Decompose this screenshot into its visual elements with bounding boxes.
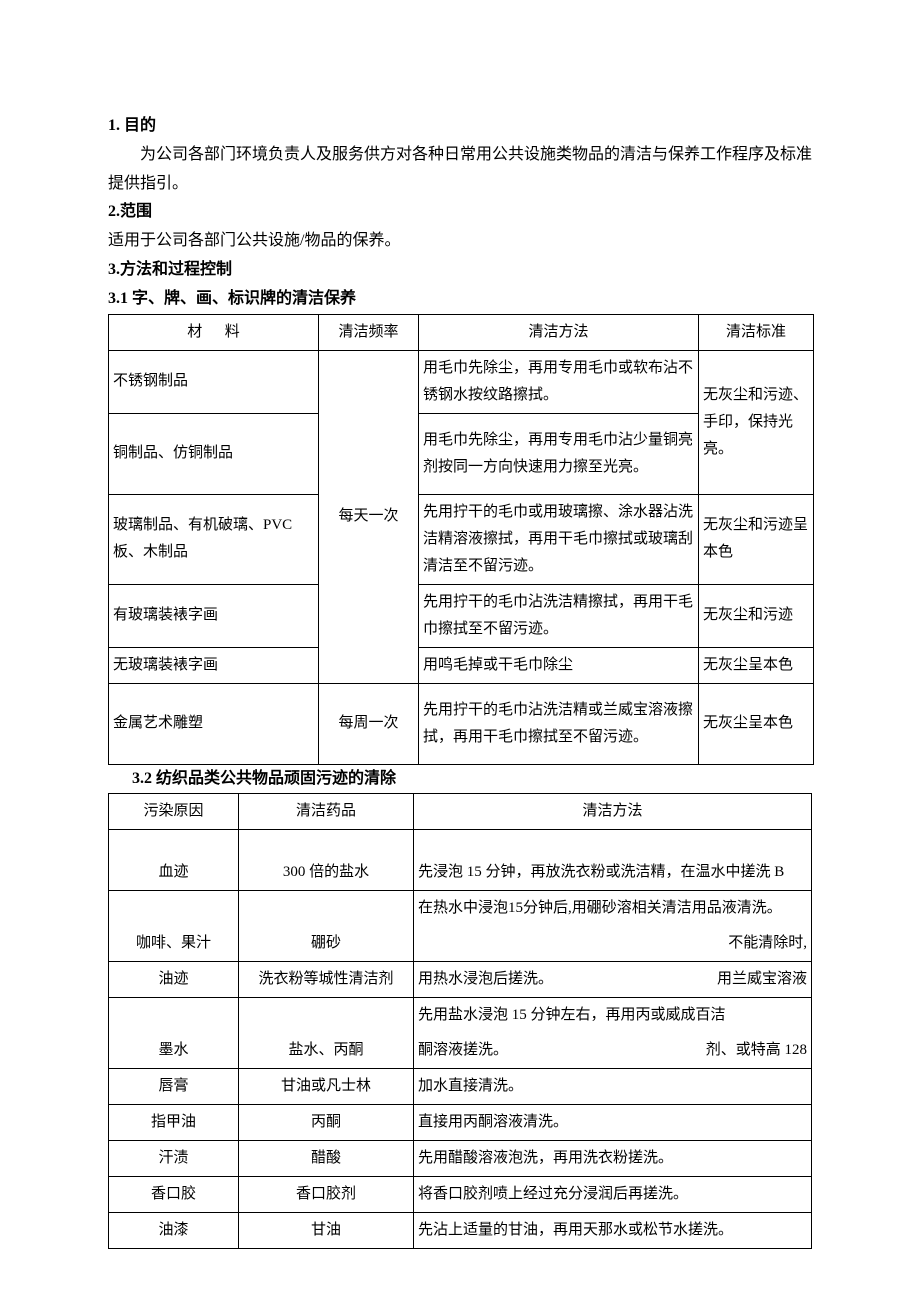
cell-agent: 盐水、丙酮 (239, 998, 414, 1069)
table-row: 香口胶 香口胶剂 将香口胶剂喷上经过充分浸润后再搓洗。 (109, 1177, 812, 1213)
section-1-title: 1. 目的 (108, 112, 812, 141)
cell-std: 无灰尘和污迹呈本色 (699, 494, 814, 584)
cell-method: 先用盐水浸泡 15 分钟左右，再用丙或威成百洁 (414, 998, 812, 1034)
cell-method: 用热水浸泡后搓洗。 用兰威宝溶液 (414, 962, 812, 998)
cell-std: 无灰尘和污迹、手印，保持光亮。 (699, 350, 814, 494)
table-3-1: 材料 清洁频率 清洁方法 清洁标准 不锈钢制品 每天一次 用毛巾先除尘，再用专用… (108, 314, 814, 765)
cell-cause: 香口胶 (109, 1177, 239, 1213)
cell-method: 在热水中浸泡15分钟后,用硼砂溶相关清洁用品液清洗。 (414, 891, 812, 927)
cell-method: 不能清除时, (414, 926, 812, 962)
cell-method: 用毛巾先除尘，再用专用毛巾或软布沾不锈钢水按纹路擦拭。 (419, 350, 699, 413)
table-3-2-header-agent: 清洁药品 (239, 794, 414, 830)
cell-agent: 丙酮 (239, 1105, 414, 1141)
cell-agent: 甘油或凡士林 (239, 1069, 414, 1105)
cell-std: 无灰尘呈本色 (699, 647, 814, 683)
table-3-1-header-freq: 清洁频率 (319, 314, 419, 350)
cell-cause: 唇膏 (109, 1069, 239, 1105)
section-3-1-title: 3.1 字、牌、画、标识牌的清洁保养 (108, 285, 812, 314)
cell-method: 先用拧干的毛巾沾洗洁精或兰威宝溶液擦拭，再用干毛巾擦拭至不留污迹。 (419, 683, 699, 764)
cell-freq-weekly: 每周一次 (319, 683, 419, 764)
cell-cause: 墨水 (109, 998, 239, 1069)
cell-freq-daily: 每天一次 (319, 350, 419, 683)
section-3-2-title: 3.2 纺织品类公共物品顽固污迹的清除 (108, 765, 812, 794)
document-page: 1. 目的 为公司各部门环境负责人及服务供方对各种日常用公共设施类物品的清洁与保… (0, 0, 920, 1309)
section-2-body: 适用于公司各部门公共设施/物品的保养。 (108, 227, 812, 256)
table-3-2: 污染原因 清洁药品 清洁方法 血迹 300 倍的盐水 先浸泡 15 分钟，再放洗… (108, 793, 812, 1249)
cell-method: 用鸣毛掉或干毛巾除尘 (419, 647, 699, 683)
table-row: 指甲油 丙酮 直接用丙酮溶液清洗。 (109, 1105, 812, 1141)
cell-method: 先沾上适量的甘油，再用天那水或松节水搓洗。 (414, 1213, 812, 1249)
cell-method: 先用拧干的毛巾沾洗洁精擦拭，再用干毛巾擦拭至不留污迹。 (419, 584, 699, 647)
cell-cause: 血迹 (109, 830, 239, 891)
section-1-body: 为公司各部门环境负责人及服务供方对各种日常用公共设施类物品的清洁与保养工作程序及… (108, 141, 812, 199)
cell-material: 无玻璃装裱字画 (109, 647, 319, 683)
cell-agent: 硼砂 (239, 891, 414, 962)
cell-cause: 油迹 (109, 962, 239, 998)
table-row: 油迹 洗衣粉等城性清洁剂 用热水浸泡后搓洗。 用兰威宝溶液 (109, 962, 812, 998)
table-row: 玻璃制品、有机破璃、PVC 板、木制品 先用拧干的毛巾或用玻璃擦、涂水器沾洗洁精… (109, 494, 814, 584)
table-row: 不锈钢制品 每天一次 用毛巾先除尘，再用专用毛巾或软布沾不锈钢水按纹路擦拭。 无… (109, 350, 814, 413)
section-2: 2.范围 适用于公司各部门公共设施/物品的保养。 (108, 198, 812, 256)
cell-std: 无灰尘呈本色 (699, 683, 814, 764)
table-3-2-header-cause: 污染原因 (109, 794, 239, 830)
cell-agent: 甘油 (239, 1213, 414, 1249)
cell-agent: 醋酸 (239, 1141, 414, 1177)
cell-cause: 指甲油 (109, 1105, 239, 1141)
cell-material: 有玻璃装裱字画 (109, 584, 319, 647)
cell-material: 不锈钢制品 (109, 350, 319, 413)
cell-method: 酮溶液搓洗。 剂、或特高 128 (414, 1033, 812, 1069)
table-row: 无玻璃装裱字画 用鸣毛掉或干毛巾除尘 无灰尘呈本色 (109, 647, 814, 683)
table-row: 油漆 甘油 先沾上适量的甘油，再用天那水或松节水搓洗。 (109, 1213, 812, 1249)
cell-method: 先用拧干的毛巾或用玻璃擦、涂水器沾洗洁精溶液擦拭，再用干毛巾擦拭或玻璃刮清洁至不… (419, 494, 699, 584)
cell-cause: 汗渍 (109, 1141, 239, 1177)
cell-material: 金属艺术雕塑 (109, 683, 319, 764)
cell-method: 将香口胶剂喷上经过充分浸润后再搓洗。 (414, 1177, 812, 1213)
cell-method: 直接用丙酮溶液清洗。 (414, 1105, 812, 1141)
table-3-1-header-std: 清洁标准 (699, 314, 814, 350)
table-3-1-header-material: 材料 (109, 314, 319, 350)
cell-method: 先浸泡 15 分钟，再放洗衣粉或洗洁精，在温水中搓洗 B (414, 830, 812, 891)
table-row: 有玻璃装裱字画 先用拧干的毛巾沾洗洁精擦拭，再用干毛巾擦拭至不留污迹。 无灰尘和… (109, 584, 814, 647)
table-3-1-header-method: 清洁方法 (419, 314, 699, 350)
cell-method: 先用醋酸溶液泡洗，再用洗衣粉搓洗。 (414, 1141, 812, 1177)
table-row: 材料 清洁频率 清洁方法 清洁标准 (109, 314, 814, 350)
table-row: 血迹 300 倍的盐水 先浸泡 15 分钟，再放洗衣粉或洗洁精，在温水中搓洗 B (109, 830, 812, 891)
cell-material: 铜制品、仿铜制品 (109, 413, 319, 494)
cell-agent: 300 倍的盐水 (239, 830, 414, 891)
cell-material: 玻璃制品、有机破璃、PVC 板、木制品 (109, 494, 319, 584)
cell-method: 加水直接清洗。 (414, 1069, 812, 1105)
cell-agent: 香口胶剂 (239, 1177, 414, 1213)
table-row: 墨水 盐水、丙酮 先用盐水浸泡 15 分钟左右，再用丙或威成百洁 (109, 998, 812, 1034)
table-row: 污染原因 清洁药品 清洁方法 (109, 794, 812, 830)
table-row: 唇膏 甘油或凡士林 加水直接清洗。 (109, 1069, 812, 1105)
table-row: 汗渍 醋酸 先用醋酸溶液泡洗，再用洗衣粉搓洗。 (109, 1141, 812, 1177)
cell-method: 用毛巾先除尘，再用专用毛巾沾少量铜亮剂按同一方向快速用力擦至光亮。 (419, 413, 699, 494)
section-3-title: 3.方法和过程控制 (108, 256, 812, 285)
section-1: 1. 目的 为公司各部门环境负责人及服务供方对各种日常用公共设施类物品的清洁与保… (108, 112, 812, 198)
cell-std: 无灰尘和污迹 (699, 584, 814, 647)
cell-cause: 咖啡、果汁 (109, 891, 239, 962)
cell-cause: 油漆 (109, 1213, 239, 1249)
table-row: 金属艺术雕塑 每周一次 先用拧干的毛巾沾洗洁精或兰威宝溶液擦拭，再用干毛巾擦拭至… (109, 683, 814, 764)
section-2-title: 2.范围 (108, 198, 812, 227)
cell-agent: 洗衣粉等城性清洁剂 (239, 962, 414, 998)
table-3-2-header-method: 清洁方法 (414, 794, 812, 830)
table-row: 咖啡、果汁 硼砂 在热水中浸泡15分钟后,用硼砂溶相关清洁用品液清洗。 (109, 891, 812, 927)
